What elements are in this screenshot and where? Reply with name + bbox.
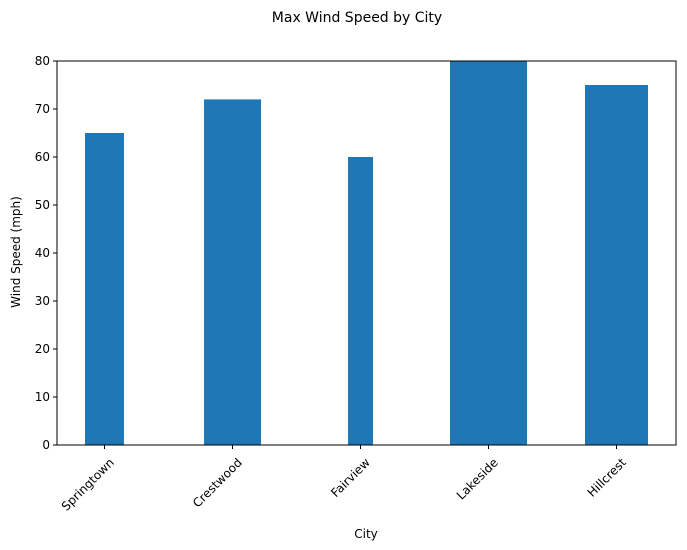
bar-lakeside [450,61,527,445]
y-tick-label: 80 [35,54,50,68]
y-axis: 0 10 20 30 40 50 60 70 80 [35,54,57,452]
bars-group [85,61,648,446]
plot-frame [56,60,677,446]
x-tick-label-hillcrest: Hillcrest [585,455,629,499]
x-tick-label-fairview: Fairview [328,455,373,500]
x-tick-label-crestwood: Crestwood [190,455,245,510]
y-axis-label: Wind Speed (mph) [9,196,23,308]
y-tick-label: 10 [35,390,50,404]
y-tick-label: 60 [35,150,50,164]
y-tick-label: 40 [35,246,50,260]
bar-hillcrest [585,85,648,445]
y-tick-label: 20 [35,342,50,356]
bar-fairview [348,157,373,445]
y-tick-label: 30 [35,294,50,308]
bar-crestwood [204,99,261,446]
y-tick-label: 0 [42,438,50,452]
y-tick-label: 50 [35,198,50,212]
x-axis-label: City [354,527,378,541]
y-tick-label: 70 [35,102,50,116]
bar-springtown [85,133,124,445]
x-tick-label-springtown: Springtown [59,455,117,513]
x-axis: Springtown Crestwood Fairview Lakeside Hillc… [59,445,629,514]
chart-title: Max Wind Speed by City [272,10,442,26]
x-tick-label-lakeside: Lakeside [454,455,501,502]
